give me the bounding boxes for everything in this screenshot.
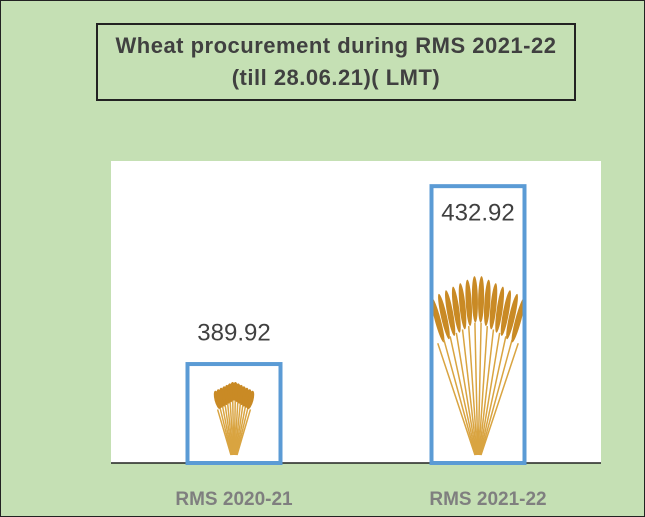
plot-area [111,161,601,463]
chart-title: Wheat procurement during RMS 2021-22 (ti… [96,23,576,101]
x-tick-label: RMS 2021-22 [429,489,546,510]
chart: RMS 2020-21 389.92 RMS 2021-22 432.92 Wheat… [0,0,645,517]
x-tick-label: RMS 2020-21 [175,489,293,510]
wheat-stem [233,401,234,455]
value-label: 389.92 [197,319,270,346]
value-label: 432.92 [441,199,514,226]
